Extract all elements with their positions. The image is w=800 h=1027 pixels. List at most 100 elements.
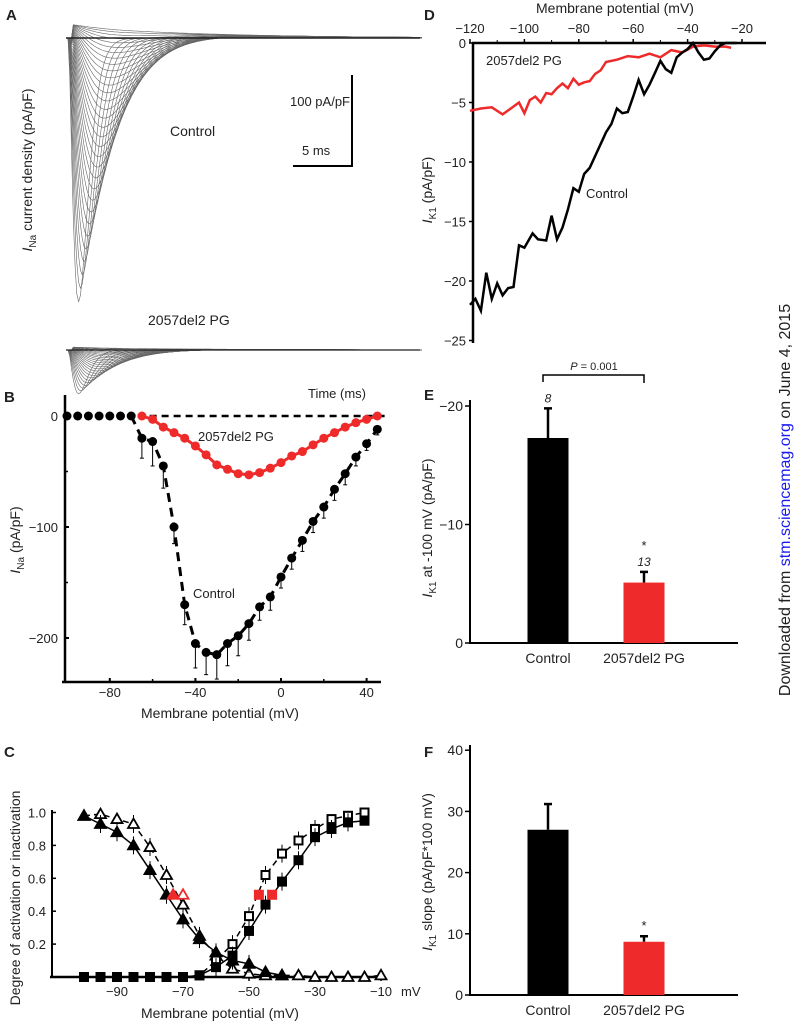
panel-d-xlabel: Membrane potential (mV) bbox=[536, 0, 694, 16]
filled-triangle-data-point bbox=[241, 956, 257, 969]
control-data-point bbox=[362, 439, 372, 449]
x-tick-label: −50 bbox=[238, 984, 260, 999]
y-tick-label: 30 bbox=[447, 803, 463, 819]
significance-star: * bbox=[641, 538, 646, 553]
open-triangle-data-point bbox=[373, 968, 389, 981]
x-tick-label: −60 bbox=[622, 21, 644, 36]
y-tick-label: −5 bbox=[451, 96, 466, 111]
y-tick-label: −100 bbox=[29, 520, 58, 535]
significance-bracket bbox=[542, 374, 645, 383]
control-data-point bbox=[126, 411, 136, 421]
control-fit-line bbox=[129, 415, 379, 657]
panel-a-xlabel: Time (ms) bbox=[308, 386, 366, 401]
control-data-point bbox=[148, 437, 158, 447]
control-data-point bbox=[330, 484, 339, 494]
control-data-point bbox=[83, 411, 93, 421]
control-data-point bbox=[62, 411, 72, 421]
control-current-trace bbox=[67, 27, 422, 59]
filled-triangle-data-point bbox=[126, 838, 141, 851]
y-tick-label: 0.8 bbox=[28, 838, 46, 853]
x-tick-label: −100 bbox=[510, 21, 539, 36]
control-current-trace bbox=[67, 34, 422, 102]
bar-mutant bbox=[623, 941, 665, 995]
ylabel-sub: Na bbox=[28, 234, 39, 247]
category-label: Control bbox=[525, 1002, 570, 1018]
filled-triangle-data-point bbox=[175, 912, 191, 925]
control-data-point bbox=[137, 433, 147, 443]
filled-triangle-data-point bbox=[142, 862, 158, 875]
panel-label-e: E bbox=[424, 387, 434, 404]
watermark-suffix: on June 4, 2015 bbox=[777, 304, 794, 423]
filled-square-data-point bbox=[326, 823, 337, 834]
fit-line-open-square bbox=[84, 811, 365, 978]
ylabel-italic: I bbox=[7, 570, 23, 574]
y-tick-label: 1.0 bbox=[28, 806, 46, 821]
filled-square-data-point bbox=[244, 925, 254, 936]
p-italic: P bbox=[570, 361, 578, 373]
panel-label-b: B bbox=[4, 389, 15, 406]
filled-square-data-point bbox=[95, 972, 106, 982]
panel-f-ylabel: IK1 slope (pA/pF*100 mV) bbox=[419, 793, 439, 951]
control-current-trace bbox=[67, 36, 422, 190]
panel-a-ylabel: INa current density (pA/pF) bbox=[19, 89, 39, 252]
y-tick-label: 0 bbox=[51, 409, 58, 424]
mutant-data-point bbox=[148, 414, 158, 424]
control-current-trace bbox=[67, 36, 422, 213]
filled-triangle-data-point bbox=[93, 816, 108, 829]
control-data-point bbox=[212, 650, 222, 660]
control-data-point bbox=[73, 411, 83, 421]
ylabel-italic: I bbox=[419, 594, 435, 598]
panel-a-traces bbox=[66, 24, 423, 395]
filled-triangle-data-point bbox=[192, 931, 207, 945]
open-triangle-data-point bbox=[109, 811, 125, 824]
filled-square-data-point bbox=[112, 972, 122, 982]
x-tick-label: −40 bbox=[677, 21, 699, 36]
mutant-data-point bbox=[340, 422, 350, 432]
ylabel-sub: K1 bbox=[428, 207, 439, 220]
x-tick-label: −30 bbox=[304, 984, 326, 999]
control-data-point bbox=[255, 602, 265, 612]
filled-square-data-point bbox=[359, 815, 370, 826]
panel-label-c: C bbox=[4, 744, 15, 761]
ylabel-rest: at -100 mV (pA/pF) bbox=[419, 458, 435, 581]
category-label: 2057del2 PG bbox=[603, 1002, 685, 1018]
control-current-trace bbox=[67, 31, 422, 86]
filled-triangle-data-point bbox=[76, 808, 92, 821]
mutant-data-point bbox=[287, 451, 297, 461]
filled-square-data-point bbox=[128, 972, 139, 982]
y-tick-label: 0.6 bbox=[28, 871, 46, 886]
mutant-data-point bbox=[319, 433, 329, 443]
n-label: 13 bbox=[637, 555, 651, 569]
control-current-trace bbox=[67, 37, 422, 263]
mutant-data-point bbox=[362, 414, 372, 424]
control-data-point bbox=[190, 639, 200, 649]
control-data-point bbox=[340, 469, 350, 479]
panel-d-ylabel: IK1 (pA/pF) bbox=[419, 157, 439, 224]
open-square-data-point bbox=[359, 807, 370, 818]
control-data-point bbox=[201, 647, 211, 657]
control-data-point bbox=[233, 631, 243, 641]
filled-square-data-point bbox=[194, 970, 205, 981]
open-square-data-point bbox=[277, 848, 287, 859]
y-tick-label: 0 bbox=[455, 987, 463, 1003]
x-tick-label: −40 bbox=[184, 685, 206, 700]
mutant-ik1-trace bbox=[469, 44, 732, 117]
filled-triangle-data-point bbox=[258, 964, 273, 977]
mutant-current-trace bbox=[67, 349, 422, 386]
open-square-data-point bbox=[260, 870, 271, 881]
filled-square-data-point bbox=[260, 899, 271, 910]
y-tick-label: 10 bbox=[447, 926, 463, 942]
mutant-data-point bbox=[244, 470, 254, 480]
control-current-trace bbox=[67, 36, 422, 119]
watermark-link[interactable]: stm.sciencemag.org bbox=[777, 423, 794, 566]
ylabel-italic: I bbox=[419, 219, 435, 223]
mutant-half-point bbox=[253, 889, 264, 900]
control-current-trace bbox=[67, 36, 422, 147]
filled-square-data-point bbox=[227, 950, 238, 961]
x-tick-label: −120 bbox=[455, 21, 484, 36]
filled-square-data-point bbox=[293, 855, 304, 866]
control-current-trace bbox=[67, 36, 422, 225]
control-data-point bbox=[180, 600, 190, 610]
mutant-data-point bbox=[223, 464, 232, 474]
y-tick-label: −10 bbox=[444, 155, 466, 170]
